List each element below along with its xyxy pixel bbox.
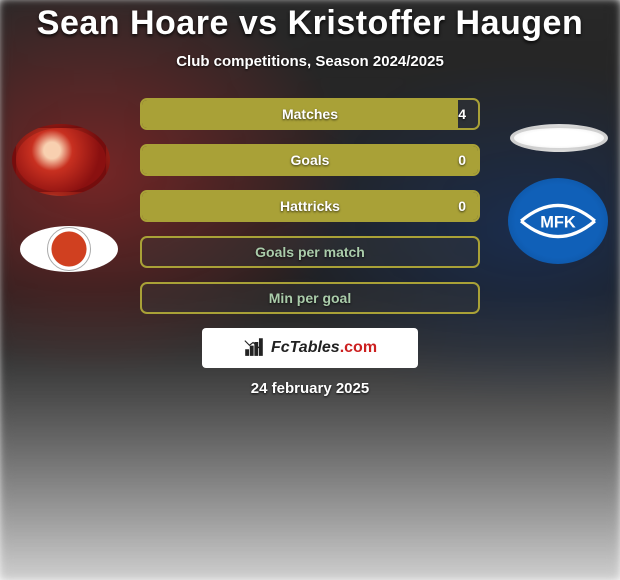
stat-bar: Goals 0 — [140, 144, 480, 176]
stat-bar-value-right: 4 — [458, 106, 466, 122]
club1-badge-crest — [47, 227, 91, 271]
stat-bar-label: Matches — [282, 106, 338, 122]
stat-bar-value-right: 0 — [458, 152, 466, 168]
stat-bar-label: Goals — [291, 152, 330, 168]
brand-suffix: .com — [340, 339, 377, 356]
club1-badge — [20, 226, 118, 272]
subtitle: Club competitions, Season 2024/2025 — [0, 53, 620, 70]
stat-bar: Hattricks 0 — [140, 190, 480, 222]
player1-photo — [12, 124, 110, 196]
club2-badge: MFK — [508, 178, 608, 264]
stat-bar-label: Min per goal — [269, 290, 351, 306]
page-title: Sean Hoare vs Kristoffer Haugen — [0, 4, 620, 43]
club2-badge-svg: MFK — [517, 193, 599, 249]
brand-text: FcTables.com — [271, 339, 377, 357]
content-container: Sean Hoare vs Kristoffer Haugen Club com… — [0, 0, 620, 580]
title-player2: Kristoffer Haugen — [288, 4, 584, 42]
bar-chart-icon — [243, 337, 265, 359]
title-player1: Sean Hoare — [37, 4, 229, 42]
club2-badge-text: MFK — [540, 214, 576, 232]
brand-box: FcTables.com — [202, 328, 418, 368]
stat-bar: Min per goal — [140, 282, 480, 314]
date-stamp: 24 february 2025 — [0, 380, 620, 397]
stat-bar: Goals per match — [140, 236, 480, 268]
stats-bars: Matches 4 Goals 0 Hattricks 0 Goals per match M… — [140, 98, 480, 314]
brand-name: FcTables — [271, 339, 340, 356]
stat-bar-label: Hattricks — [280, 198, 340, 214]
stat-bar-value-right: 0 — [458, 198, 466, 214]
player2-photo — [510, 124, 608, 152]
title-vs: vs — [239, 4, 278, 42]
stat-bar: Matches 4 — [140, 98, 480, 130]
stat-bar-label: Goals per match — [255, 244, 365, 260]
